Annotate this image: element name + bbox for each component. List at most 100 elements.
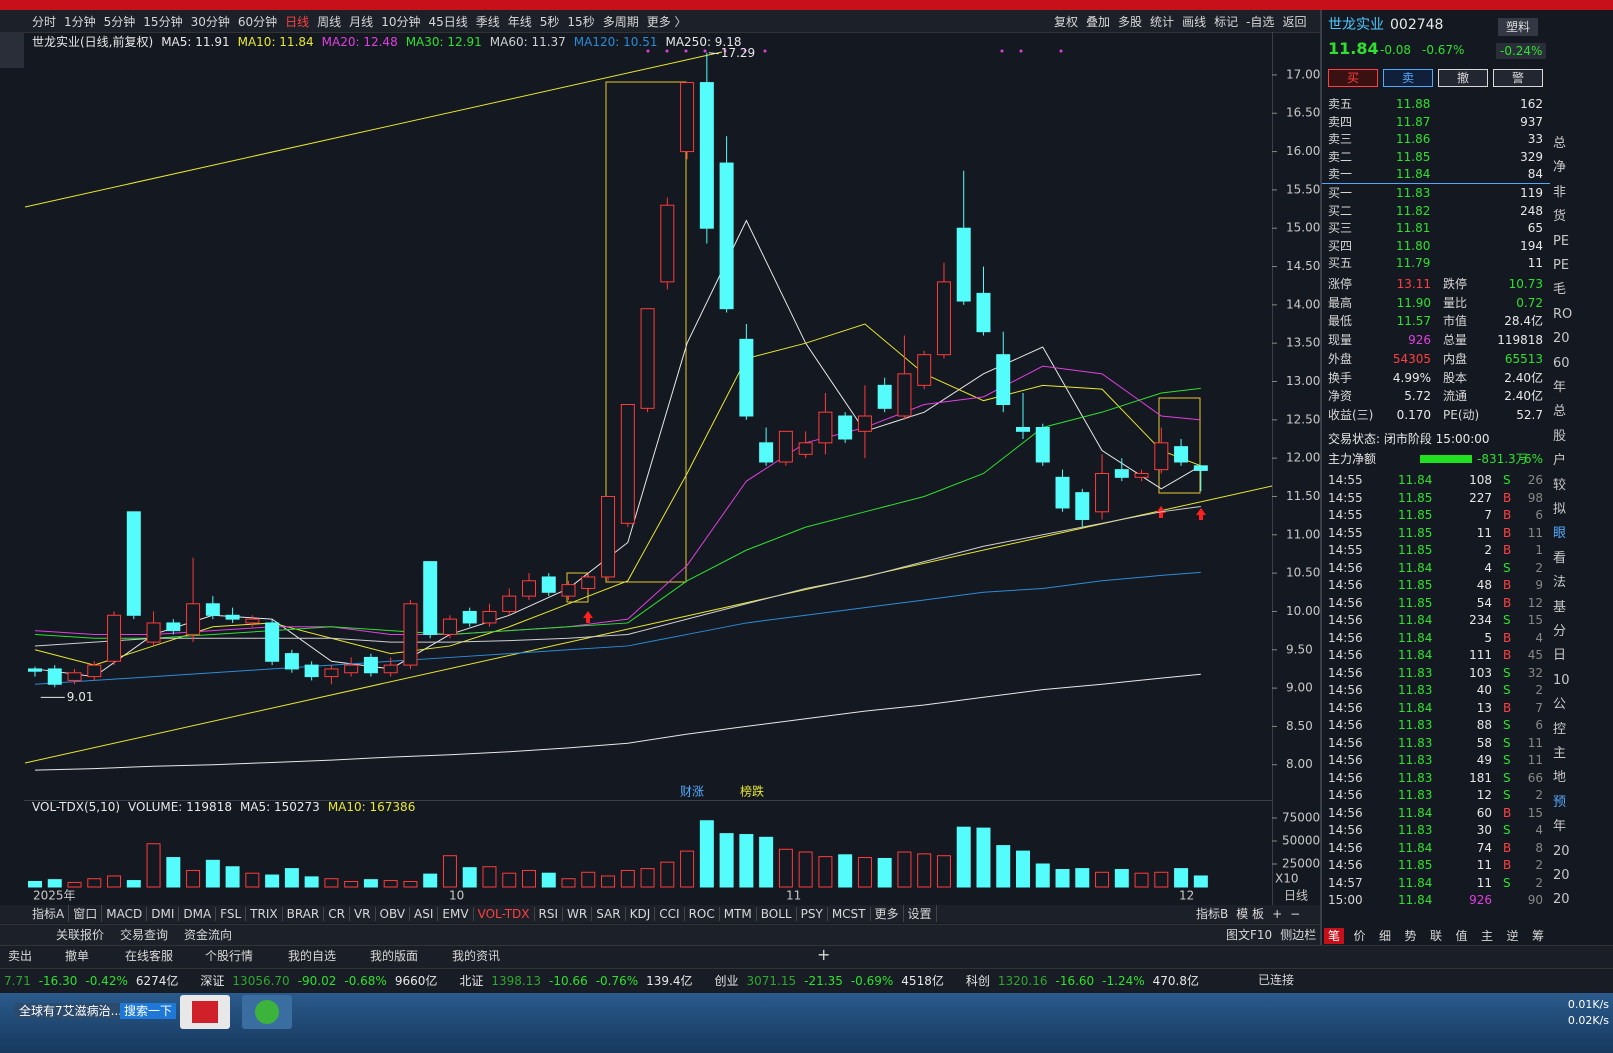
period-button[interactable]: 60分钟 <box>237 15 278 29</box>
chart-legend: 世龙实业(日线,前复权) MA5: 11.91 MA10: 11.84 MA20: 1… <box>28 33 746 50</box>
period-button[interactable]: 1分钟 <box>64 15 96 29</box>
indicator-tab[interactable]: TRIX <box>246 906 283 921</box>
indicator-tab[interactable]: ASI <box>410 906 439 921</box>
action-button[interactable]: 我的资讯 <box>452 949 501 963</box>
stat-label: 外盘 <box>1328 351 1353 366</box>
period-button[interactable]: 分时 <box>32 15 57 29</box>
panel-tab[interactable]: 势 <box>1404 929 1417 943</box>
indicator-tab[interactable]: CR <box>324 906 350 921</box>
action-button[interactable]: 我的版面 <box>370 949 419 963</box>
indicator-tab[interactable]: PSY <box>797 906 828 921</box>
period-button[interactable]: 日线 <box>285 15 310 29</box>
book-label: 卖五 <box>1328 97 1353 111</box>
subbar-tab[interactable]: 图文F10 <box>1226 928 1273 942</box>
period-button[interactable]: 5分钟 <box>103 15 136 29</box>
panel-tab[interactable]: 主 <box>1481 929 1494 943</box>
indicator-tab[interactable]: ROC <box>685 906 720 921</box>
indicator-tab[interactable]: MCST <box>828 906 871 921</box>
search-button[interactable]: 搜索一下 <box>120 1003 177 1019</box>
indicator-tab[interactable]: 窗口 <box>69 905 103 922</box>
panel-tab[interactable]: 细 <box>1379 929 1392 943</box>
tool-button[interactable]: 多股 <box>1118 15 1143 29</box>
tool-button[interactable]: 标记 <box>1214 15 1239 29</box>
action-button[interactable]: 我的自选 <box>288 949 337 963</box>
indicator-tab[interactable]: MTM <box>720 906 757 921</box>
panel-tab[interactable]: 笔 <box>1324 928 1345 944</box>
tool-button[interactable]: -自选 <box>1246 15 1275 29</box>
volume-bar <box>561 878 576 888</box>
panel-tab[interactable]: 逆 <box>1506 929 1519 943</box>
indicator-tab[interactable]: MACD <box>102 906 148 921</box>
tick-count: 1 <box>1535 543 1543 557</box>
action-button[interactable]: 撤单 <box>65 949 90 963</box>
app-icon[interactable] <box>180 995 230 1029</box>
indicator-tab[interactable]: KDJ <box>626 906 656 921</box>
indicator-tab[interactable]: DMA <box>179 906 217 921</box>
indicator-tab[interactable]: RSI <box>535 906 564 921</box>
period-button[interactable]: 45日线 <box>428 15 468 29</box>
period-button[interactable]: 多周期 <box>602 15 639 29</box>
period-button[interactable]: 更多 〉 <box>646 15 687 29</box>
indicator-tab[interactable]: 模 板 <box>1236 907 1265 921</box>
period-button[interactable]: 周线 <box>317 15 342 29</box>
indicator-tab[interactable]: EMV <box>438 906 474 921</box>
period-button[interactable]: 季线 <box>475 15 500 29</box>
candle-body <box>857 415 872 432</box>
indicator-tab[interactable]: CCI <box>655 906 685 921</box>
action-button[interactable]: 卖出 <box>8 949 33 963</box>
period-button[interactable]: 月线 <box>349 15 374 29</box>
period-button[interactable]: 30分钟 <box>190 15 230 29</box>
tool-button[interactable]: 复权 <box>1054 15 1079 29</box>
candle-body <box>186 603 201 635</box>
tick-time: 14:57 <box>1328 875 1363 890</box>
sector-button[interactable]: 塑料 <box>1498 18 1539 36</box>
indicator-tab[interactable]: VOL-TDX <box>474 906 535 921</box>
book-price: 11.86 <box>1396 132 1431 147</box>
panel-tab[interactable]: 值 <box>1455 929 1468 943</box>
trade-button[interactable]: 买 <box>1328 69 1378 87</box>
indicator-tab[interactable]: 指标A <box>28 905 70 922</box>
browser-icon[interactable] <box>242 995 292 1029</box>
tick-count: 6 <box>1535 718 1543 732</box>
indicator-tab[interactable]: VR <box>350 906 376 921</box>
tool-button[interactable]: 画线 <box>1182 15 1207 29</box>
panel-tab[interactable]: 价 <box>1353 929 1366 943</box>
action-button[interactable]: 在线客服 <box>125 949 174 963</box>
panel-tab[interactable]: 联 <box>1430 929 1443 943</box>
period-button[interactable]: 年线 <box>507 15 532 29</box>
period-button[interactable]: 15分钟 <box>143 15 183 29</box>
subbar-tab[interactable]: 侧边栏 <box>1280 928 1317 942</box>
trade-button[interactable]: 警 <box>1493 69 1543 87</box>
period-button[interactable]: 10分钟 <box>381 15 421 29</box>
tool-button[interactable]: 统计 <box>1150 15 1175 29</box>
indicator-tab[interactable]: WR <box>563 906 593 921</box>
tick-price: 11.83 <box>1398 770 1433 785</box>
indicator-tab[interactable]: BRAR <box>283 906 325 921</box>
period-button[interactable]: 5秒 <box>539 15 560 29</box>
subbar-tab[interactable]: 关联报价 <box>56 928 105 942</box>
subbar-tab[interactable]: 交易查询 <box>120 928 169 942</box>
indicator-tab[interactable]: DMI <box>147 906 180 921</box>
indicator-tab[interactable]: 指标B <box>1196 907 1229 921</box>
tool-button[interactable]: 返回 <box>1282 15 1307 29</box>
indicator-tab[interactable]: OBV <box>376 906 411 921</box>
panel-tab[interactable]: 筹 <box>1532 929 1545 943</box>
stock-code: 002748 <box>1390 17 1444 33</box>
period-button[interactable]: 15秒 <box>567 15 595 29</box>
indicator-tab[interactable]: 更多 <box>871 905 904 922</box>
action-button[interactable]: 个股行情 <box>205 949 254 963</box>
book-volume: 162 <box>1520 97 1543 111</box>
indicator-tab[interactable]: SAR <box>592 906 626 921</box>
indicator-tab[interactable]: 设置 <box>904 905 937 922</box>
trade-button[interactable]: 撤 <box>1438 69 1488 87</box>
indicator-tab[interactable]: + <box>1272 906 1283 921</box>
candle-body <box>28 668 42 672</box>
subbar-tab[interactable]: 资金流向 <box>184 928 233 942</box>
side-clip: 年 <box>1553 819 1567 835</box>
trade-button[interactable]: 卖 <box>1383 69 1433 87</box>
tool-button[interactable]: 叠加 <box>1086 15 1111 29</box>
indicator-tab[interactable]: − <box>1290 906 1301 921</box>
add-button[interactable]: + <box>817 945 831 964</box>
indicator-tab[interactable]: BOLL <box>757 906 797 921</box>
indicator-tab[interactable]: FSL <box>216 906 247 921</box>
